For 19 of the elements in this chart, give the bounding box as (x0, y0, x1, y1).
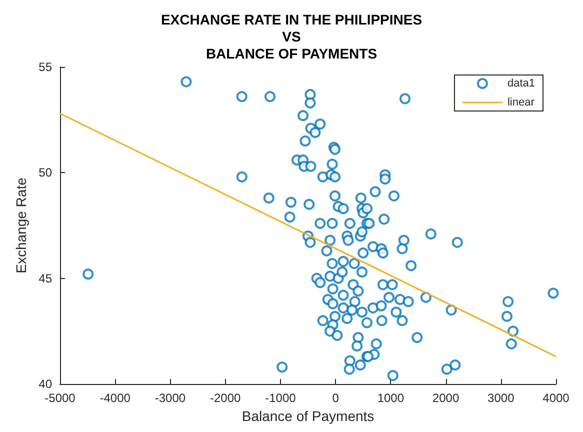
x-tick-label: 1000 (377, 391, 404, 405)
y-tick-label: 40 (38, 377, 52, 391)
x-tick-label: -2000 (210, 391, 241, 405)
x-tick-label: -5000 (44, 391, 76, 405)
x-tick-label: 4000 (542, 391, 570, 405)
y-tick-label: 50 (38, 166, 52, 180)
x-tick-label: 0 (332, 391, 340, 405)
x-axis-title: Balance of Payments (242, 408, 374, 424)
x-tick-label: -3000 (154, 391, 186, 405)
x-tick-label: 3000 (488, 391, 515, 405)
legend-label: data1 (507, 78, 536, 90)
y-tick-label: 55 (38, 60, 52, 74)
y-tick-label: 45 (38, 271, 52, 286)
x-tick-label: -4000 (100, 391, 131, 405)
legend-label: linear (507, 96, 535, 108)
chart-title: EXCHANGE RATE IN THE PHILIPPINES VS BALANCE OF PAYMENTS (160, 12, 422, 62)
y-axis-title: Exchange Rate (12, 177, 29, 274)
x-tick-label: -1000 (265, 391, 296, 405)
x-tick-label: 2000 (432, 391, 460, 405)
